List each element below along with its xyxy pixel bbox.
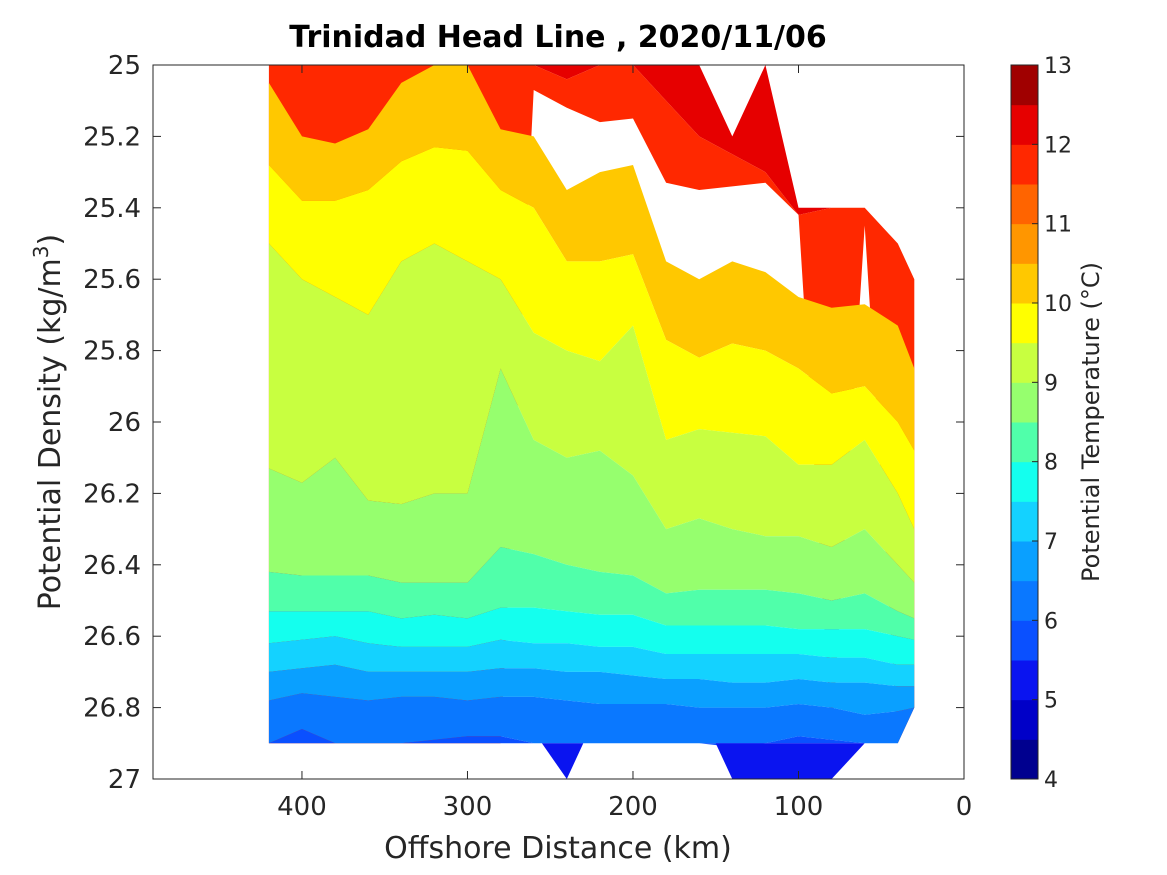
contour-band-10 bbox=[268, 65, 915, 451]
colorbar-tick-label: 10 bbox=[1044, 292, 1072, 317]
colorbar-segment bbox=[1011, 739, 1038, 780]
temperature-contour-fills bbox=[268, 65, 915, 747]
colorbar-segment bbox=[1011, 461, 1038, 502]
contour-band-9.5 bbox=[268, 147, 915, 530]
y-tick-label: 26.8 bbox=[83, 694, 141, 724]
contour-band-9 bbox=[268, 243, 915, 583]
y-tick-label: 26.4 bbox=[83, 551, 141, 581]
y-tick-label: 25.6 bbox=[83, 265, 141, 295]
x-tick-label: 100 bbox=[774, 792, 824, 822]
colorbar-segment bbox=[1011, 382, 1038, 423]
colorbar-tick-label: 4 bbox=[1044, 768, 1058, 793]
colorbar-segment bbox=[1011, 660, 1038, 701]
colorbar-frame bbox=[1010, 64, 1039, 780]
contour-band-5.5 bbox=[268, 729, 898, 747]
y-tick-label: 27 bbox=[108, 765, 141, 795]
deep-notch-1 bbox=[541, 743, 584, 779]
colorbar bbox=[1011, 65, 1038, 780]
colorbar-segment bbox=[1011, 263, 1038, 304]
colorbar-segment bbox=[1011, 303, 1038, 344]
y-axis-label-close: ) bbox=[33, 234, 68, 246]
colorbar-label: Potential Temperature (°C) bbox=[1077, 262, 1105, 582]
colorbar-segment bbox=[1011, 699, 1038, 740]
colorbar-segment bbox=[1011, 65, 1038, 106]
contour-band-6.5 bbox=[268, 664, 915, 715]
y-tick-label: 25.4 bbox=[83, 194, 141, 224]
y-tick-label: 26.2 bbox=[83, 479, 141, 509]
x-tick-label: 400 bbox=[277, 792, 327, 822]
y-tick-label: 26 bbox=[108, 408, 141, 438]
contour-band-12 bbox=[268, 65, 915, 280]
y-axis-label-superscript: 3 bbox=[29, 245, 53, 258]
colorbar-segment bbox=[1011, 620, 1038, 661]
colorbar-tick-label: 13 bbox=[1044, 54, 1072, 79]
y-tick-label: 25.2 bbox=[83, 122, 141, 152]
contour-band-8.5 bbox=[268, 368, 915, 619]
colorbar-segment bbox=[1011, 144, 1038, 185]
colorbar-tick-label: 11 bbox=[1044, 213, 1072, 238]
colorbar-segment bbox=[1011, 104, 1038, 145]
deep-notch-2 bbox=[715, 743, 865, 779]
colorbar-tick-label: 8 bbox=[1044, 451, 1058, 476]
contour-band-8 bbox=[268, 547, 915, 640]
colorbar-segment bbox=[1011, 501, 1038, 542]
x-axis-label: Offshore Distance (km) bbox=[384, 831, 732, 866]
colorbar-segment bbox=[1011, 223, 1038, 264]
y-tick-label: 26.6 bbox=[83, 622, 141, 652]
y-axis: 25 25.2 25.4 25.6 25.8 26 26.2 26.4 26.6 26.8 27 bbox=[83, 51, 964, 795]
y-tick-label: 25.8 bbox=[83, 337, 141, 367]
x-axis: 400 300 200 100 0 bbox=[277, 65, 972, 822]
colorbar-segment bbox=[1011, 342, 1038, 383]
x-tick-label: 0 bbox=[956, 792, 973, 822]
colorbar-tick-label: 6 bbox=[1044, 609, 1058, 634]
colorbar-segment bbox=[1011, 580, 1038, 621]
colorbar-tick-label: 7 bbox=[1044, 530, 1058, 555]
data-gap-notches bbox=[541, 743, 865, 779]
chart-title: Trinidad Head Line , 2020/11/06 bbox=[289, 20, 826, 55]
colorbar-segment bbox=[1011, 422, 1038, 463]
contour-band-7.5 bbox=[268, 607, 915, 665]
colorbar-tick-label: 12 bbox=[1044, 133, 1072, 158]
colorbar-tick-label: 5 bbox=[1044, 689, 1058, 714]
colorbar-ticks: 4 5 6 7 8 9 10 11 12 13 bbox=[1032, 54, 1072, 793]
contour-band-7 bbox=[268, 636, 915, 687]
x-tick-label: 200 bbox=[608, 792, 658, 822]
colorbar-segment bbox=[1011, 184, 1038, 225]
y-axis-label-main: Potential Density (kg/m bbox=[33, 258, 68, 610]
y-tick-label: 25 bbox=[108, 51, 141, 81]
x-tick-label: 300 bbox=[443, 792, 493, 822]
colorbar-tick-label: 9 bbox=[1044, 371, 1058, 396]
contour-band-6 bbox=[268, 693, 915, 744]
colorbar-segment bbox=[1011, 541, 1038, 582]
y-axis-label: Potential Density (kg/m3) bbox=[29, 234, 68, 610]
